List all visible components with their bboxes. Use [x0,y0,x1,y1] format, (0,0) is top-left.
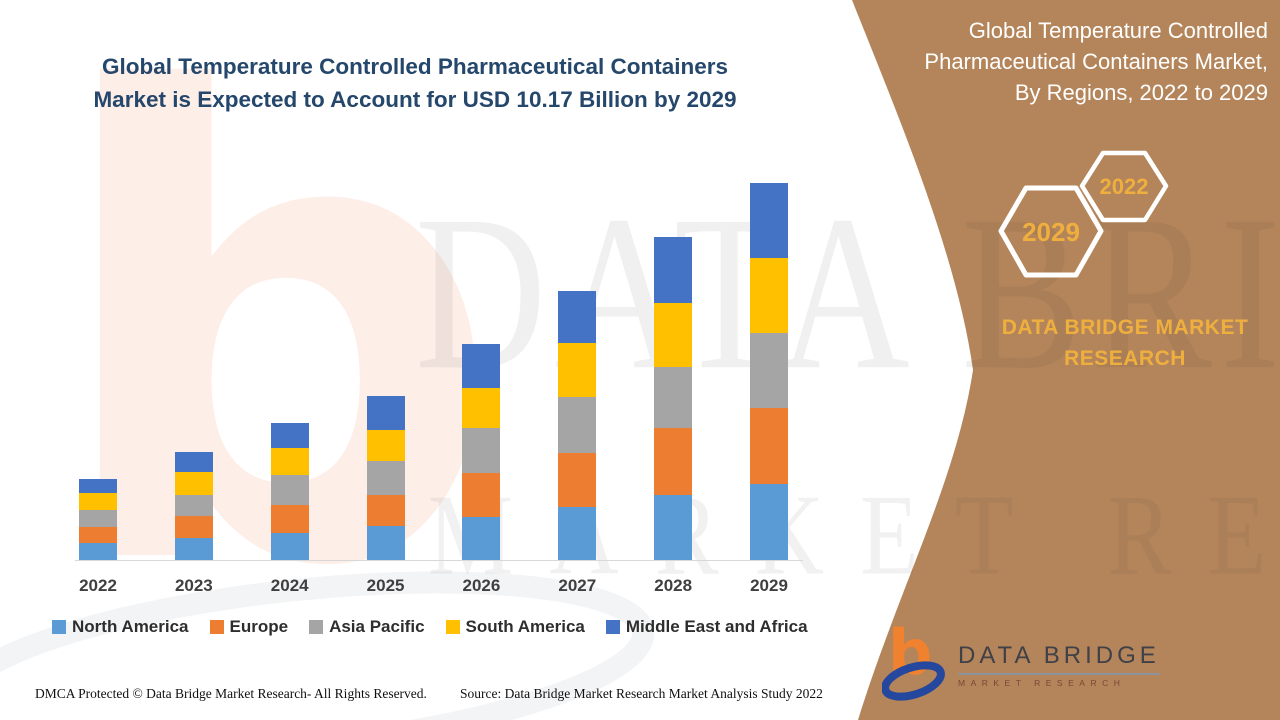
x-axis-label-2029: 2029 [750,576,788,595]
bar-2022-segment-asia-pacific [79,509,117,528]
brand-name-text: DATA BRIDGE MARKET RESEARCH [1001,316,1249,370]
bar-2024-segment-middle-east-and-africa [270,422,309,448]
bar-2025-segment-south-america [366,429,405,461]
x-axis-line [75,560,803,561]
bar-2025-segment-middle-east-and-africa [366,396,405,430]
bar-2027-segment-europe [558,452,597,507]
bar-2028-segment-south-america [654,302,693,367]
legend-item-asia-pacific: Asia Pacific [309,617,425,637]
bar-2022-segment-north-america [79,542,117,560]
bar-2025-segment-north-america [366,525,405,560]
legend-item-europe: Europe [209,617,289,637]
bar-2025-segment-asia-pacific [366,460,405,495]
bar-2024-segment-north-america [270,532,309,560]
legend-label-middle-east-and-africa: Middle East and Africa [625,617,808,636]
logo-subtitle: MARKET RESEARCH [958,678,1126,688]
bar-2022-segment-europe [79,527,117,543]
bar-2029-segment-middle-east-and-africa [750,182,789,259]
bar-2029-segment-asia-pacific [750,333,789,408]
bar-2026-segment-south-america [462,388,501,429]
bar-2029-segment-north-america [750,484,789,560]
logo-mark-icon: b [882,622,948,704]
dmca-notice: DMCA Protected © Data Bridge Market Rese… [35,686,427,701]
legend-swatch-south-america [445,620,460,634]
legend-swatch-asia-pacific [309,620,324,634]
legend-label-north-america: North America [72,617,189,636]
legend-swatch-europe [209,620,224,634]
bar-2023 [174,452,213,560]
bar-2027-segment-south-america [558,342,597,397]
logo-swoosh-icon [882,661,945,701]
bar-2026-segment-europe [462,472,501,517]
legend-item-middle-east-and-africa: Middle East and Africa [605,617,808,637]
bar-2028-segment-asia-pacific [654,366,693,429]
bar-2029-segment-south-america [750,258,789,334]
legend-label-south-america: South America [465,617,585,636]
bar-2028-segment-europe [654,428,693,496]
bar-2026-segment-middle-east-and-africa [462,343,501,389]
bar-2023-segment-north-america [174,538,213,560]
x-axis-label-2026: 2026 [462,576,501,595]
legend-swatch-middle-east-and-africa [605,620,620,634]
bar-2026-segment-asia-pacific [462,428,501,473]
chart-title: Global Temperature Controlled Pharmaceut… [93,54,737,112]
legend-swatch-north-america [52,620,66,634]
bar-2028-segment-middle-east-and-africa [654,236,693,303]
bar-2024-segment-south-america [270,447,309,475]
bar-2025 [366,396,405,560]
bar-2026-segment-north-america [462,517,501,560]
bar-2029-segment-europe [750,408,789,484]
x-axis-label-2024: 2024 [270,576,309,595]
chart-legend: North America Europe Asia Pacific South Ame… [52,617,808,637]
bar-2028 [654,236,693,560]
bar-2027-segment-middle-east-and-africa [558,290,597,343]
bar-2027 [558,290,597,560]
bar-2024-segment-asia-pacific [270,474,309,505]
legend-label-asia-pacific: Asia Pacific [329,617,425,636]
bar-2023-segment-asia-pacific [174,495,213,517]
bar-2023-segment-middle-east-and-africa [174,452,213,473]
source-note: Source: Data Bridge Market Research Mark… [460,686,823,701]
legend-item-north-america: North America [52,617,189,637]
x-axis-label-2022: 2022 [79,576,117,595]
bar-2023-segment-europe [174,516,213,539]
legend-label-europe: Europe [229,617,289,636]
data-bridge-logo: b DATA BRIDGE MARKET RESEARCH [882,622,1160,704]
x-axis-label-2027: 2027 [558,576,597,595]
bar-2022-segment-middle-east-and-africa [79,478,117,493]
x-axis-label-2023: 2023 [174,576,213,595]
logo-title: DATA BRIDGE [958,642,1160,675]
bar-2022 [79,478,117,560]
bar-2023-segment-south-america [174,472,213,496]
bar-2025-segment-europe [366,494,405,526]
bar-2024 [270,422,309,560]
logo-text-block: DATA BRIDGE MARKET RESEARCH [958,634,1160,688]
bar-2028-segment-north-america [654,495,693,560]
bar-2024-segment-europe [270,504,309,533]
x-axis-label-2025: 2025 [366,576,405,595]
bar-2022-segment-south-america [79,492,117,510]
bar-2027-segment-north-america [558,507,597,560]
bar-2029 [750,182,789,560]
sidebar-title: Global Temperature Controlled Pharmaceut… [924,18,1268,105]
x-axis-label-2028: 2028 [654,576,693,595]
bar-2027-segment-asia-pacific [558,396,597,453]
bar-2026 [462,343,501,560]
legend-item-south-america: South America [445,617,585,637]
